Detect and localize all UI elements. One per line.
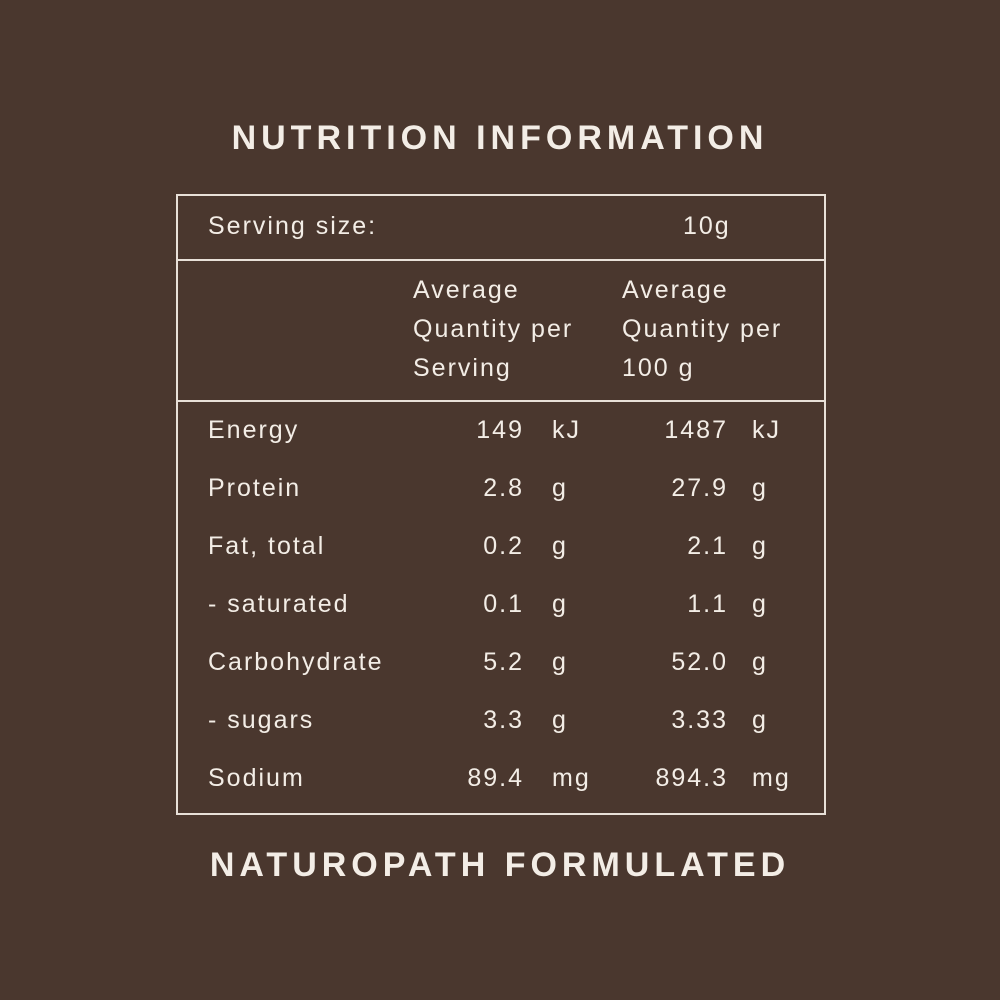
per-100g-unit: g — [752, 474, 768, 502]
nutrient-name: Fat, total — [208, 532, 326, 560]
per-100g-value: 894.3 — [655, 764, 728, 792]
divider — [178, 259, 824, 261]
footer-tagline: NATUROPATH FORMULATED — [209, 846, 791, 884]
per-100g-value: 3.33 — [671, 706, 728, 734]
per-100g-value: 1487 — [664, 416, 728, 444]
per-serving-value: 89.4 — [467, 764, 524, 792]
per-serving-value: 2.8 — [483, 474, 524, 502]
header-per-serving: Average Quantity per Serving — [413, 276, 574, 382]
per-serving-value: 0.2 — [483, 532, 524, 560]
per-serving-value: 0.1 — [483, 590, 524, 618]
per-serving-value: 3.3 — [483, 706, 524, 734]
per-100g-value: 27.9 — [671, 474, 728, 502]
header-per-100g: Average Quantity per 100 g — [622, 276, 783, 382]
nutrient-name: Protein — [208, 474, 302, 502]
per-serving-unit: g — [552, 590, 568, 618]
per-serving-unit: g — [552, 706, 568, 734]
per-serving-unit: g — [552, 648, 568, 676]
serving-size-label: Serving size: — [208, 212, 378, 240]
per-serving-value: 5.2 — [483, 648, 524, 676]
per-serving-value: 149 — [476, 416, 524, 444]
nutrient-name: Carbohydrate — [208, 648, 384, 676]
per-serving-unit: mg — [552, 764, 591, 792]
nutrient-name: - saturated — [208, 590, 350, 618]
per-100g-value: 1.1 — [687, 590, 728, 618]
per-100g-unit: g — [752, 532, 768, 560]
per-100g-unit: g — [752, 706, 768, 734]
per-100g-value: 52.0 — [671, 648, 728, 676]
nutrient-name: Sodium — [208, 764, 305, 792]
page-title: NUTRITION INFORMATION — [231, 119, 769, 157]
nutrient-name: Energy — [208, 416, 300, 444]
nutrition-table: Serving size: 10g Average Quantity per S… — [176, 194, 826, 815]
divider — [178, 400, 824, 402]
per-100g-unit: kJ — [752, 416, 781, 444]
per-100g-unit: mg — [752, 764, 791, 792]
per-serving-unit: g — [552, 532, 568, 560]
per-serving-unit: g — [552, 474, 568, 502]
per-100g-unit: g — [752, 648, 768, 676]
per-serving-unit: kJ — [552, 416, 581, 444]
per-100g-unit: g — [752, 590, 768, 618]
nutrient-name: - sugars — [208, 706, 315, 734]
per-100g-value: 2.1 — [687, 532, 728, 560]
serving-size-value: 10g — [683, 212, 731, 240]
